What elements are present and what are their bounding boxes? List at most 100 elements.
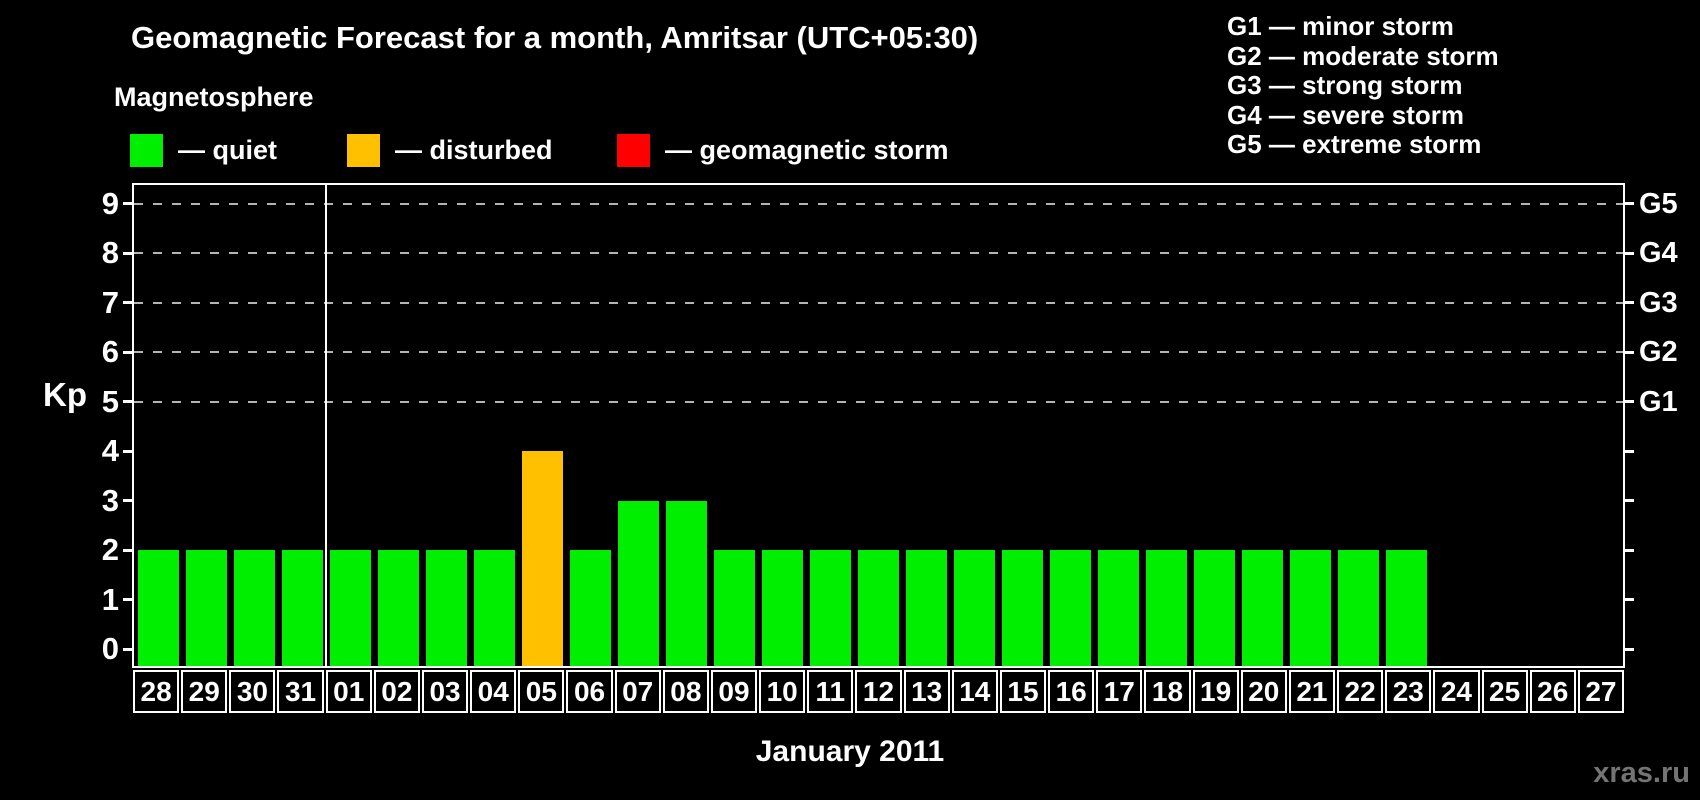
day-label-02: 02: [373, 670, 420, 713]
day-label-25: 25: [1481, 670, 1528, 713]
x-axis-day-labels: 28 29 30 31 01 02 03 04 05 06 07 08 09 10 11 12 13 14 15 16…: [132, 670, 1625, 713]
right-tick-kp-9: [1625, 202, 1634, 206]
bar-day-07: [617, 500, 659, 666]
y-tick-label: 8: [101, 235, 119, 271]
storm-scale-item: G4 — severe storm: [1227, 99, 1465, 130]
bar-day-06: [569, 550, 611, 666]
day-label-01: 01: [325, 670, 372, 713]
left-tick-kp-5: [123, 400, 132, 404]
g-scale-label-g5: G5: [1639, 187, 1678, 220]
left-tick-kp-9: [123, 202, 132, 206]
day-label-19: 19: [1192, 670, 1239, 713]
day-label-22: 22: [1337, 670, 1384, 713]
day-label-17: 17: [1096, 670, 1143, 713]
gridline-kp-5: [134, 400, 1623, 403]
day-label-29: 29: [181, 670, 228, 713]
right-tick-kp-2: [1625, 548, 1634, 552]
bar-day-21: [1290, 550, 1332, 666]
day-label-04: 04: [470, 670, 517, 713]
bar-day-11: [809, 550, 851, 666]
day-label-08: 08: [662, 670, 709, 713]
gridline-kp-8: [134, 252, 1623, 255]
day-label-30: 30: [229, 670, 276, 713]
g-scale-label-g2: G2: [1639, 336, 1678, 369]
left-tick-kp-1: [123, 598, 132, 602]
storm-scale-legend: G1 — minor storm G2 — moderate storm G3 — …: [1227, 11, 1499, 160]
bar-day-13: [906, 550, 948, 666]
day-label-23: 23: [1385, 670, 1432, 713]
day-label-20: 20: [1240, 670, 1287, 713]
day-label-11: 11: [807, 670, 854, 713]
left-tick-kp-6: [123, 350, 132, 354]
day-label-10: 10: [759, 670, 806, 713]
storm-scale-item: G2 — moderate storm: [1227, 40, 1499, 71]
y-tick-label: 9: [101, 185, 119, 221]
day-label-16: 16: [1048, 670, 1095, 713]
disturbed-swatch-icon: [347, 134, 380, 167]
right-tick-kp-5: [1625, 400, 1634, 404]
left-tick-kp-7: [123, 301, 132, 305]
bar-day-28: [137, 550, 179, 666]
legend-item-label: — quiet: [178, 135, 277, 165]
day-label-15: 15: [999, 670, 1047, 713]
day-label-21: 21: [1288, 670, 1336, 713]
left-tick-kp-3: [123, 499, 132, 503]
bar-day-22: [1338, 550, 1380, 666]
bar-day-04: [473, 550, 515, 666]
day-label-26: 26: [1529, 670, 1576, 713]
y-tick-label: 1: [101, 581, 119, 617]
right-tick-kp-3: [1625, 499, 1634, 503]
right-tick-kp-8: [1625, 251, 1634, 255]
legend-item-disturbed: — disturbed: [347, 134, 553, 167]
bar-day-19: [1194, 550, 1236, 666]
right-tick-kp-6: [1625, 350, 1634, 354]
chart-title: Geomagnetic Forecast for a month, Amrits…: [131, 20, 979, 55]
day-label-27: 27: [1577, 670, 1624, 713]
y-tick-label: 6: [101, 334, 119, 370]
day-label-28: 28: [133, 670, 180, 713]
bar-day-16: [1050, 550, 1092, 666]
right-tick-kp-7: [1625, 301, 1634, 305]
left-tick-kp-0: [123, 647, 132, 651]
bar-day-10: [761, 550, 803, 666]
y-tick-label: 0: [101, 631, 119, 667]
day-label-07: 07: [614, 670, 661, 713]
gridline-kp-7: [134, 301, 1623, 304]
bar-day-08: [665, 500, 707, 666]
x-axis-month-label: January 2011: [755, 735, 945, 768]
storm-scale-item: G3 — strong storm: [1227, 70, 1463, 100]
day-label-24: 24: [1433, 670, 1480, 713]
legend-item-storm: — geomagnetic storm: [617, 134, 949, 167]
bar-day-12: [857, 550, 899, 666]
quiet-swatch-icon: [130, 134, 163, 167]
day-label-14: 14: [951, 670, 998, 713]
y-axis-title: Kp: [43, 376, 87, 413]
bar-day-31: [281, 550, 323, 666]
right-tick-kp-4: [1625, 449, 1634, 453]
day-label-06: 06: [566, 670, 613, 713]
y-tick-label: 4: [101, 433, 119, 469]
plot-area: 0 1 2 3 4 5 6 7 8 9 G1 G2 G3 G4 G5: [102, 183, 1678, 668]
g-scale-label-g3: G3: [1639, 286, 1678, 319]
day-label-13: 13: [903, 670, 950, 713]
bar-day-14: [954, 550, 996, 666]
bar-day-17: [1098, 550, 1140, 666]
gridline-kp-9: [134, 202, 1623, 205]
day-label-18: 18: [1144, 670, 1191, 713]
bar-day-05: [521, 451, 563, 666]
right-tick-kp-0: [1625, 647, 1634, 651]
y-tick-label: 2: [101, 532, 119, 568]
storm-swatch-icon: [617, 134, 650, 167]
watermark: xras.ru: [1593, 757, 1690, 789]
bar-day-03: [425, 550, 467, 666]
month-boundary-line: [325, 185, 328, 666]
bar-day-29: [185, 550, 227, 666]
bar-day-23: [1386, 550, 1428, 666]
g-scale-label-g1: G1: [1639, 385, 1678, 418]
legend-item-label: — geomagnetic storm: [665, 135, 949, 165]
bar-day-15: [1002, 550, 1044, 666]
legend-item-quiet: — quiet: [130, 134, 277, 167]
left-tick-kp-8: [123, 251, 132, 255]
y-tick-label: 3: [101, 482, 119, 518]
bar-day-02: [377, 550, 419, 666]
